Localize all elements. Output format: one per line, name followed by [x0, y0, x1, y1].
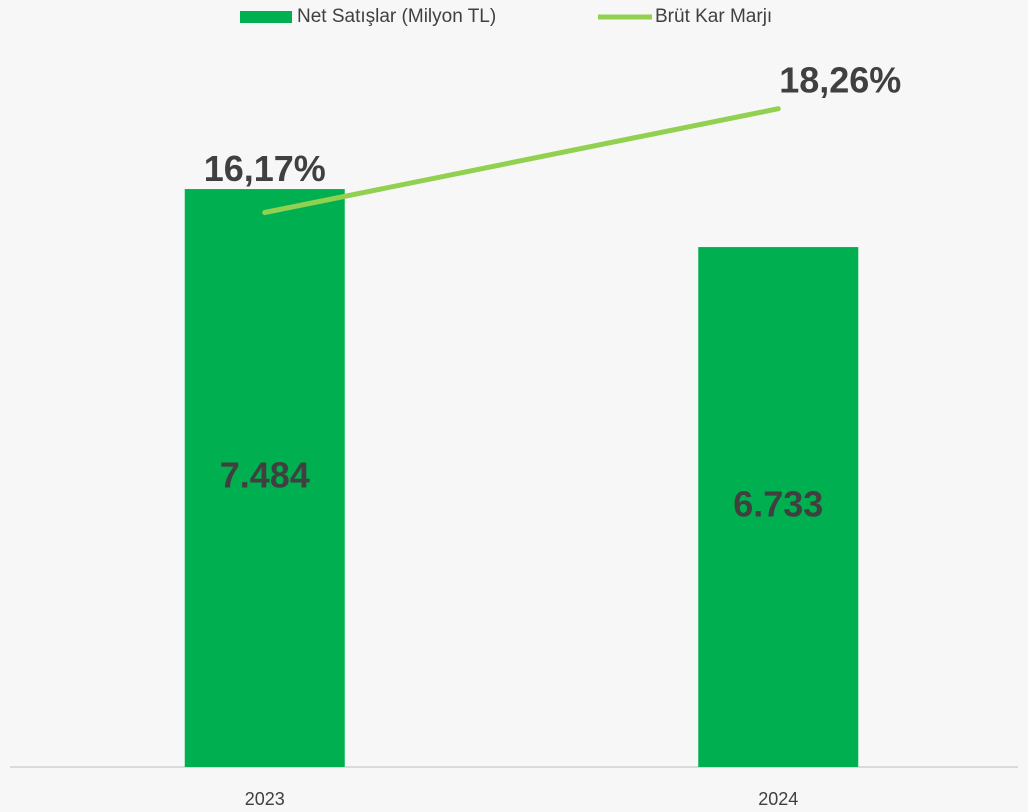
bar [698, 247, 859, 768]
bar-value-label: 7.484 [220, 455, 310, 496]
legend-swatch [240, 11, 292, 23]
legend-label: Net Satışlar (Milyon TL) [297, 6, 496, 27]
x-tick-label: 2024 [758, 789, 798, 809]
bar [184, 189, 345, 767]
bar-value-label: 6.733 [733, 484, 823, 525]
line-value-label: 18,26% [779, 59, 901, 100]
x-tick-label: 2023 [245, 789, 285, 809]
line-value-label: 16,17% [204, 148, 326, 189]
legend-label: Brüt Kar Marjı [655, 6, 772, 27]
line [262, 106, 781, 215]
